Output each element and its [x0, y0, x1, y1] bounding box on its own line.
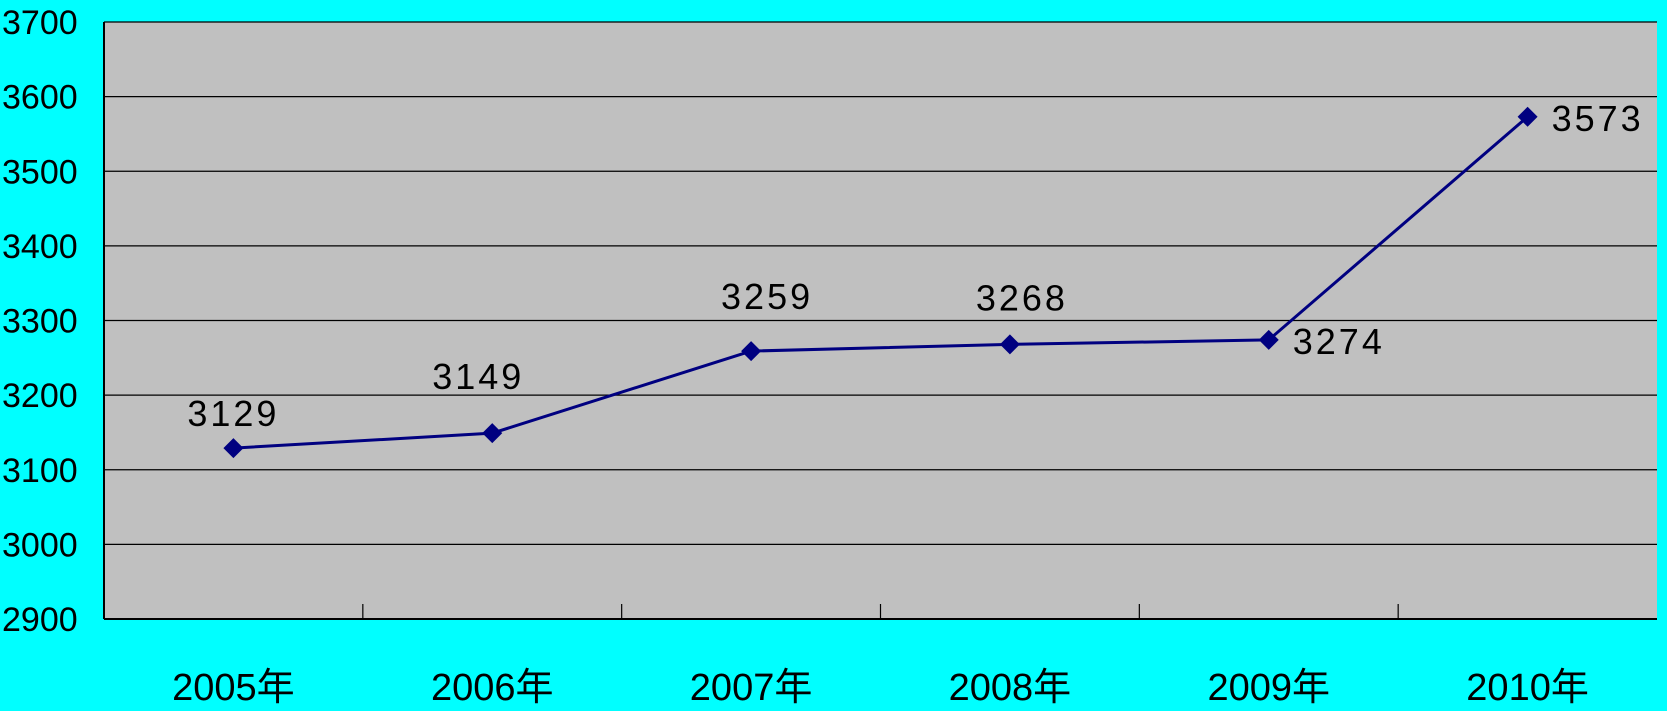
- series-line-layer: [233, 115, 1529, 450]
- x-tick-label: 2007年: [690, 667, 813, 709]
- data-point-marker: [482, 423, 503, 444]
- series-line: [233, 115, 1529, 450]
- data-label: 3268: [976, 277, 1068, 318]
- y-tick-label: 3300: [2, 303, 78, 341]
- gridlines: [104, 21, 1657, 545]
- y-tick-label: 2900: [2, 601, 78, 639]
- x-tick-label: 2006年: [431, 667, 554, 709]
- data-labels: 3129 3149 3259 3268 3274 3573: [187, 98, 1644, 434]
- y-tick-label: 3400: [2, 228, 78, 266]
- series-markers: [223, 106, 1538, 459]
- x-tick-label: 2005年: [172, 667, 295, 709]
- x-tick-label: 2008年: [949, 667, 1072, 709]
- data-point-marker: [999, 334, 1020, 355]
- x-tick-label: 2010年: [1466, 667, 1589, 709]
- data-label: 3259: [721, 276, 813, 317]
- y-tick-label: 3700: [2, 4, 78, 42]
- data-label: 3274: [1293, 321, 1385, 362]
- data-label: 3573: [1552, 98, 1644, 139]
- y-tick-labels: 2900 3000 3100 3200 3300 3400 3500 3600 3700: [2, 4, 78, 639]
- data-point-marker: [1258, 329, 1279, 350]
- data-point-marker: [1517, 106, 1538, 127]
- x-tick-labels: 2005年 2006年 2007年 2008年 2009年 2010年: [172, 667, 1589, 709]
- data-point-marker: [741, 341, 762, 362]
- y-tick-label: 3500: [2, 153, 78, 191]
- data-point-marker: [223, 438, 244, 459]
- x-tick-label: 2009年: [1207, 667, 1330, 709]
- y-tick-label: 3100: [2, 452, 78, 490]
- y-tick-label: 3600: [2, 79, 78, 117]
- y-tick-label: 3000: [2, 526, 78, 564]
- data-label: 3149: [432, 356, 524, 397]
- data-label: 3129: [187, 393, 279, 434]
- y-tick-label: 3200: [2, 377, 78, 415]
- axes: [103, 22, 1657, 620]
